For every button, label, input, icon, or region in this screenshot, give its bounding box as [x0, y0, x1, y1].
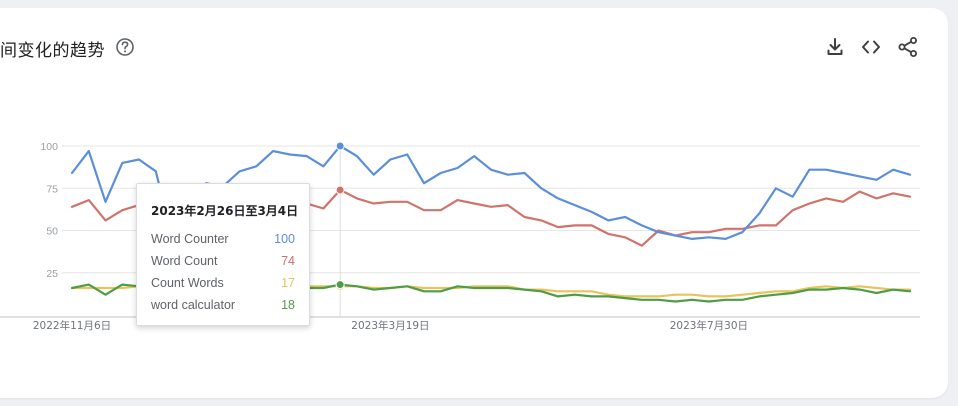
- tooltip-series-name: word calculator: [151, 298, 236, 312]
- tooltip-series-value: 18: [281, 298, 295, 312]
- highlight-point-word-calculator: [335, 280, 345, 290]
- highlight-point-word-count: [335, 185, 345, 195]
- y-tick-label: 25: [46, 268, 58, 280]
- tooltip-row-word-counter: Word Counter 100: [151, 232, 295, 248]
- tooltip-series-value: 74: [281, 254, 295, 268]
- tooltip-series-name: Count Words: [151, 276, 224, 290]
- y-tick-label: 75: [46, 183, 58, 195]
- tooltip-date-range: 2023年2月26日至3月4日: [151, 204, 299, 218]
- tooltip-series-value: 17: [281, 276, 295, 290]
- tooltip-series-name: Word Counter: [151, 232, 229, 246]
- x-tick-label: 2023年3月19日: [351, 319, 429, 332]
- download-icon[interactable]: [824, 36, 846, 58]
- tooltip-series-name: Word Count: [151, 254, 218, 268]
- chart-title: 间变化的趋势: [0, 41, 105, 61]
- tooltip-row-word-calculator: word calculator 18: [151, 298, 295, 314]
- x-tick-label: 2023年7月30日: [670, 319, 748, 332]
- y-tick-label: 50: [46, 226, 58, 238]
- tooltip-series-value: 100: [274, 232, 295, 246]
- highlight-point-word-counter: [335, 141, 345, 151]
- share-icon[interactable]: [897, 36, 919, 58]
- tooltip-row-word-count: Word Count 74: [151, 254, 295, 270]
- y-tick-label: 100: [40, 141, 58, 153]
- tooltip-row-count-words: Count Words 17: [151, 276, 295, 292]
- code-embed-icon[interactable]: [860, 36, 882, 58]
- x-tick-label: 2022年11月6日: [33, 319, 111, 332]
- help-circle-icon[interactable]: [115, 37, 135, 57]
- chart-tooltip: 2023年2月26日至3月4日 Word Counter 100 Word Co…: [136, 183, 310, 326]
